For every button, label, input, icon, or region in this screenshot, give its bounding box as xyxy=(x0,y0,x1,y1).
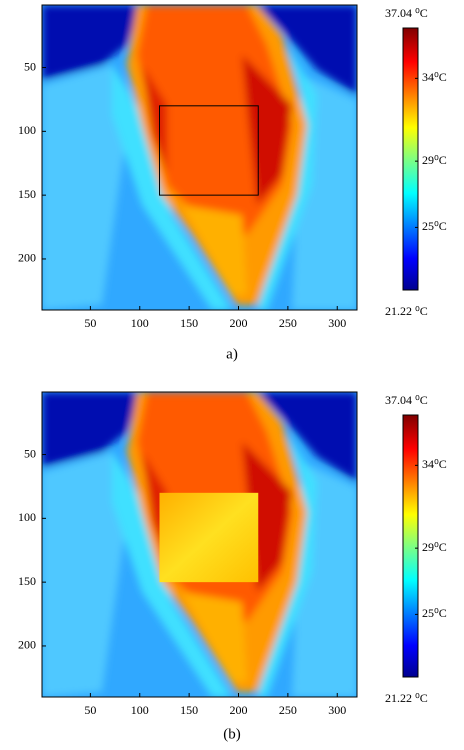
colorbar-label: 21.22 ⁰C xyxy=(385,691,428,705)
colorbar-label: 34⁰C xyxy=(422,457,447,471)
colorbar-label: 34⁰C xyxy=(422,70,447,84)
x-tick-label: 150 xyxy=(180,316,198,330)
x-tick-label: 300 xyxy=(328,316,346,330)
colorbar-label: 37.04 ⁰C xyxy=(385,6,428,20)
x-tick-label: 100 xyxy=(131,316,149,330)
y-tick-label: 150 xyxy=(18,187,36,201)
colorbar-label: 37.04 ⁰C xyxy=(385,393,428,407)
panel: 50 100 150 200 250 300 50 100 150 200 37.04 ⁰C 34⁰C… xyxy=(18,4,447,362)
thermal-image-content xyxy=(42,5,357,310)
y-tick-label: 200 xyxy=(18,251,36,265)
caption: a) xyxy=(226,346,238,362)
x-tick-label: 200 xyxy=(230,703,248,717)
x-tick-label: 250 xyxy=(279,703,297,717)
y-tick-label: 100 xyxy=(18,123,36,137)
x-tick-label: 200 xyxy=(230,316,248,330)
colorbar xyxy=(402,27,419,291)
caption: (b) xyxy=(223,726,241,742)
y-tick-label: 50 xyxy=(24,446,36,460)
colorbar-label: 25⁰C xyxy=(422,606,447,620)
y-tick-label: 200 xyxy=(18,638,36,652)
y-tick-label: 150 xyxy=(18,574,36,588)
axes-frame xyxy=(41,391,358,698)
y-tick-label: 50 xyxy=(24,59,36,73)
x-tick-label: 300 xyxy=(328,703,346,717)
colorbar-label: 29⁰C xyxy=(422,540,447,554)
thermal-image xyxy=(42,5,357,310)
x-tick-label: 50 xyxy=(84,316,96,330)
x-tick-label: 250 xyxy=(279,316,297,330)
x-tick-label: 150 xyxy=(180,703,198,717)
colorbar-label: 25⁰C xyxy=(422,219,447,233)
x-tick-label: 100 xyxy=(131,703,149,717)
axes-frame xyxy=(41,4,358,311)
x-tick-label: 50 xyxy=(84,703,96,717)
roi-rectangle xyxy=(159,492,259,583)
colorbar-label: 29⁰C xyxy=(422,153,447,167)
roi-rectangle xyxy=(159,105,259,196)
panel: 50 100 150 200 250 300 50 100 150 200 37.04 ⁰C 34⁰C… xyxy=(18,391,447,742)
panels: 50 100 150 200 250 300 50 100 150 200 37.04 ⁰C 34⁰C… xyxy=(18,4,447,742)
y-tick-label: 100 xyxy=(18,510,36,524)
colorbar-label: 21.22 ⁰C xyxy=(385,304,428,318)
colorbar xyxy=(402,414,419,678)
